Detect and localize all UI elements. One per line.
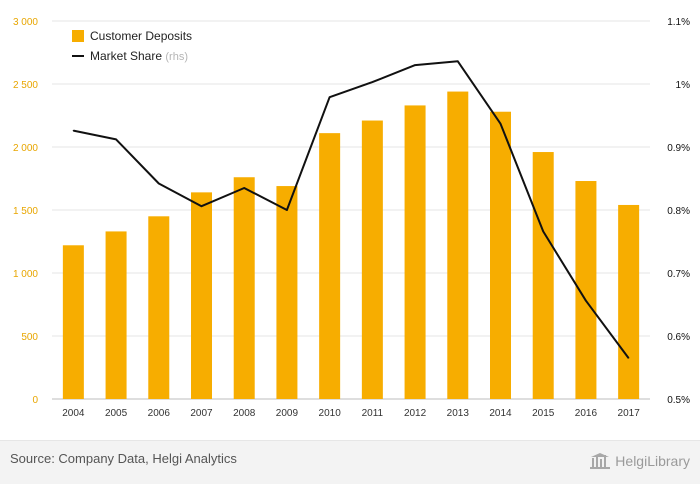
legend-label-customer-deposits: Customer Deposits bbox=[90, 29, 192, 43]
point-market-share bbox=[371, 81, 373, 83]
bar-customer-deposits bbox=[447, 91, 469, 399]
point-market-share bbox=[585, 300, 587, 302]
point-market-share bbox=[115, 138, 117, 141]
bar-customer-deposits bbox=[105, 231, 127, 399]
x-tick-label: 2007 bbox=[190, 408, 213, 419]
x-tick-label: 2016 bbox=[575, 408, 598, 419]
left-tick-label: 1 000 bbox=[13, 269, 38, 280]
combo-chart: 0 500 1 000 1 500 2 000 2 500 3 000 0.5% 0.6% 0.7… bbox=[13, 17, 691, 419]
x-tick-label: 2010 bbox=[319, 408, 342, 419]
legend-swatch-customer-deposits bbox=[72, 30, 84, 42]
point-market-share bbox=[200, 205, 203, 207]
bar-customer-deposits bbox=[191, 192, 212, 399]
bar-customer-deposits bbox=[361, 120, 383, 399]
brand-name: HelgiLibrary bbox=[615, 453, 690, 469]
point-market-share bbox=[542, 230, 544, 233]
bar-customer-deposits bbox=[233, 177, 255, 399]
library-icon bbox=[590, 453, 611, 469]
right-tick-label: 0.5% bbox=[667, 395, 690, 406]
line-market-share bbox=[73, 60, 630, 359]
point-market-share bbox=[72, 130, 74, 132]
left-tick-label: 1 500 bbox=[13, 206, 38, 217]
source-note: Source: Company Data, Helgi Analytics bbox=[10, 451, 237, 466]
point-market-share bbox=[286, 209, 288, 211]
right-tick-label: 0.9% bbox=[667, 143, 690, 154]
right-tick-label: 0.7% bbox=[667, 269, 690, 280]
bar-customer-deposits bbox=[148, 216, 170, 399]
chart-footer: Source: Company Data, Helgi Analytics He… bbox=[0, 440, 700, 484]
right-tick-label: 0.6% bbox=[667, 332, 690, 343]
right-tick-label: 0.8% bbox=[667, 206, 690, 217]
x-tick-label: 2011 bbox=[362, 408, 384, 419]
x-tick-label: 2009 bbox=[276, 408, 299, 419]
point-market-share bbox=[457, 60, 459, 62]
left-tick-label: 0 bbox=[32, 395, 38, 406]
point-market-share bbox=[158, 182, 160, 185]
x-tick-label: 2013 bbox=[447, 408, 470, 419]
x-tick-label: 2017 bbox=[618, 408, 641, 419]
bar-customer-deposits bbox=[62, 245, 84, 399]
brand-logo[interactable]: HelgiLibrary bbox=[589, 450, 690, 472]
legend-rhs-note: (rhs) bbox=[165, 51, 188, 63]
point-market-share bbox=[414, 64, 416, 66]
right-tick-label: 1.1% bbox=[667, 17, 690, 28]
bar-customer-deposits bbox=[575, 181, 597, 399]
bar-customer-deposits bbox=[404, 105, 426, 400]
left-tick-label: 2 000 bbox=[13, 143, 38, 154]
left-tick-label: 3 000 bbox=[13, 17, 38, 28]
point-market-share bbox=[243, 187, 245, 189]
x-tick-label: 2006 bbox=[148, 408, 171, 419]
x-tick-label: 2012 bbox=[404, 408, 427, 419]
x-tick-label: 2008 bbox=[233, 408, 256, 419]
right-tick-label: 1% bbox=[676, 80, 691, 91]
left-tick-label: 2 500 bbox=[13, 80, 38, 91]
point-market-share bbox=[499, 123, 502, 125]
legend-label-market-share: Market Share (rhs) bbox=[90, 49, 188, 63]
bar-customer-deposits bbox=[618, 204, 640, 399]
point-market-share bbox=[628, 357, 630, 359]
bar-customer-deposits bbox=[490, 111, 511, 399]
x-tick-label: 2014 bbox=[489, 408, 512, 419]
bar-customer-deposits bbox=[319, 133, 341, 399]
x-tick-label: 2015 bbox=[532, 408, 555, 419]
bar-customer-deposits bbox=[276, 186, 298, 399]
point-market-share bbox=[329, 96, 331, 98]
bar-customer-deposits bbox=[532, 152, 554, 399]
x-tick-label: 2005 bbox=[105, 408, 128, 419]
legend-series-name: Market Share bbox=[90, 49, 165, 63]
left-tick-label: 500 bbox=[21, 332, 38, 343]
x-tick-label: 2004 bbox=[62, 408, 85, 419]
